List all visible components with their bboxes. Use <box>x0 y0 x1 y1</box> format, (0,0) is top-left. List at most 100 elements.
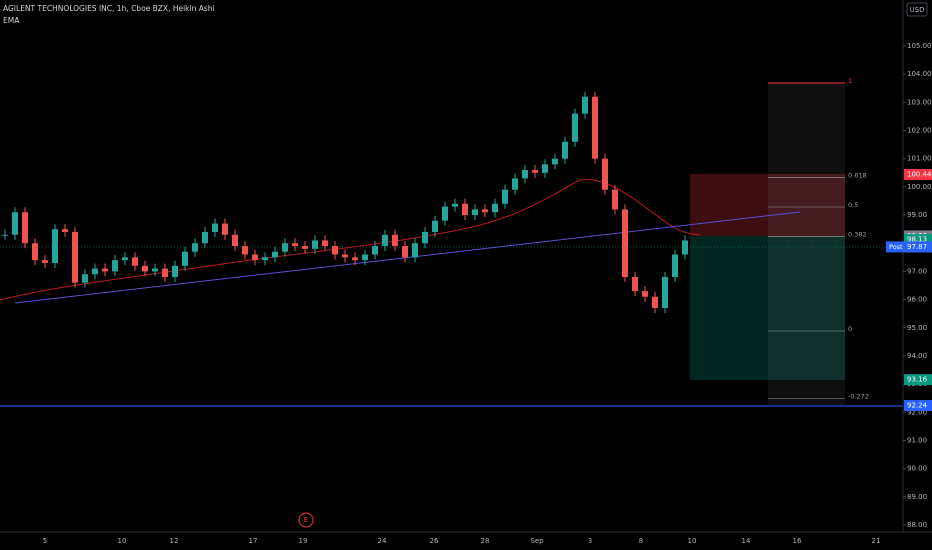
candle-body <box>492 203 498 213</box>
currency-box[interactable] <box>906 2 928 17</box>
candle-body <box>532 169 538 173</box>
candle-body <box>342 254 348 258</box>
symbol-title: AGILENT TECHNOLOGIES INC, 1h, Cboe BZX, … <box>3 4 215 13</box>
stop-zone <box>690 174 845 236</box>
x-tick-label: 26 <box>430 537 439 545</box>
candle-body <box>522 169 528 179</box>
candle-body <box>102 268 108 272</box>
x-tick-label: 16 <box>793 537 802 545</box>
candle-body <box>302 246 308 249</box>
candle-body <box>2 234 8 236</box>
candle-body <box>132 257 138 266</box>
candle-body <box>482 209 488 213</box>
candle-body <box>452 203 458 207</box>
candle-body <box>42 260 48 263</box>
candle-body <box>432 220 438 232</box>
candle-body <box>122 257 128 261</box>
candle-body <box>192 243 198 252</box>
y-tick-label: 101.00 <box>907 155 932 163</box>
price-label: 92.24 <box>907 402 928 410</box>
candle-body <box>322 240 328 247</box>
candle-body <box>612 189 618 210</box>
price-label: 100.44 <box>907 170 932 178</box>
candle-body <box>402 246 408 258</box>
candle-body <box>632 277 638 292</box>
candle-body <box>422 231 428 244</box>
price-label-box <box>904 234 932 246</box>
earnings-label[interactable]: E <box>304 516 308 524</box>
price-label: 97.87 <box>907 243 927 251</box>
candle-body <box>652 296 658 309</box>
candle-body <box>332 246 338 255</box>
candle-body <box>412 243 418 258</box>
x-tick-label: 10 <box>688 537 697 545</box>
x-tick-label: 10 <box>118 537 127 545</box>
price-label: 98.13 <box>907 236 927 244</box>
price-label-box <box>904 168 932 180</box>
y-tick-label: 97.00 <box>907 267 927 275</box>
price-tag: Post <box>889 243 903 251</box>
candle-body <box>282 243 288 252</box>
fib-level-label: 1 <box>848 77 852 85</box>
x-tick-label: 24 <box>378 537 387 545</box>
candle-body <box>142 265 148 272</box>
x-tick-label: 19 <box>299 537 308 545</box>
fib-level-label: 0 <box>848 325 852 333</box>
candle-body <box>292 243 298 247</box>
candle-body <box>72 231 78 283</box>
candle-body <box>242 246 248 255</box>
target-zone <box>690 236 845 380</box>
candle-body <box>212 223 218 232</box>
fib-level-label: 0.5 <box>848 201 858 209</box>
candle-body <box>672 254 678 278</box>
y-tick-label: 105.00 <box>907 42 932 50</box>
x-tick-label: 5 <box>43 537 47 545</box>
x-tick-label: 21 <box>872 537 881 545</box>
price-label-box <box>904 374 932 386</box>
candle-body <box>62 229 68 232</box>
candle-body <box>462 203 468 216</box>
y-tick-label: 100.00 <box>907 183 932 191</box>
candle-body <box>182 251 188 266</box>
candle-body <box>352 257 358 261</box>
candle-body <box>152 268 158 272</box>
y-tick-label: 95.00 <box>907 324 927 332</box>
price-tag-box <box>886 241 904 253</box>
candle-body <box>202 231 208 244</box>
indicator-label: EMA <box>3 16 20 25</box>
candle-body <box>172 265 178 278</box>
candle-body <box>382 234 388 247</box>
candle-body <box>442 206 448 221</box>
candle-body <box>572 113 578 142</box>
y-tick-label: 91.00 <box>907 436 927 444</box>
candle-body <box>312 240 318 249</box>
candle-body <box>392 234 398 247</box>
candle-body <box>252 254 258 261</box>
candle-body <box>372 246 378 255</box>
trend-line <box>14 211 801 304</box>
y-tick-label: 88.00 <box>907 521 927 529</box>
candle-body <box>502 189 508 204</box>
price-label-box <box>904 241 932 253</box>
candle-body <box>52 229 58 263</box>
currency[interactable]: USD <box>910 6 925 14</box>
candle-body <box>512 178 518 190</box>
earnings-marker[interactable] <box>298 512 314 528</box>
candle-body <box>622 209 628 278</box>
candle-body <box>222 223 228 235</box>
candle-body <box>642 291 648 297</box>
candle-body <box>362 254 368 261</box>
y-tick-label: 99.00 <box>907 211 927 219</box>
candle-body <box>232 234 238 247</box>
x-tick-label: 3 <box>588 537 592 545</box>
y-tick-label: 89.00 <box>907 493 927 501</box>
y-tick-label: 94.00 <box>907 352 927 360</box>
x-tick-label: Sep <box>530 537 544 545</box>
candle-body <box>562 141 568 159</box>
candle-body <box>92 268 98 275</box>
x-tick-label: 17 <box>249 537 258 545</box>
y-tick-label: 104.00 <box>907 70 932 78</box>
candle-body <box>112 260 118 272</box>
candle-body <box>32 243 38 261</box>
